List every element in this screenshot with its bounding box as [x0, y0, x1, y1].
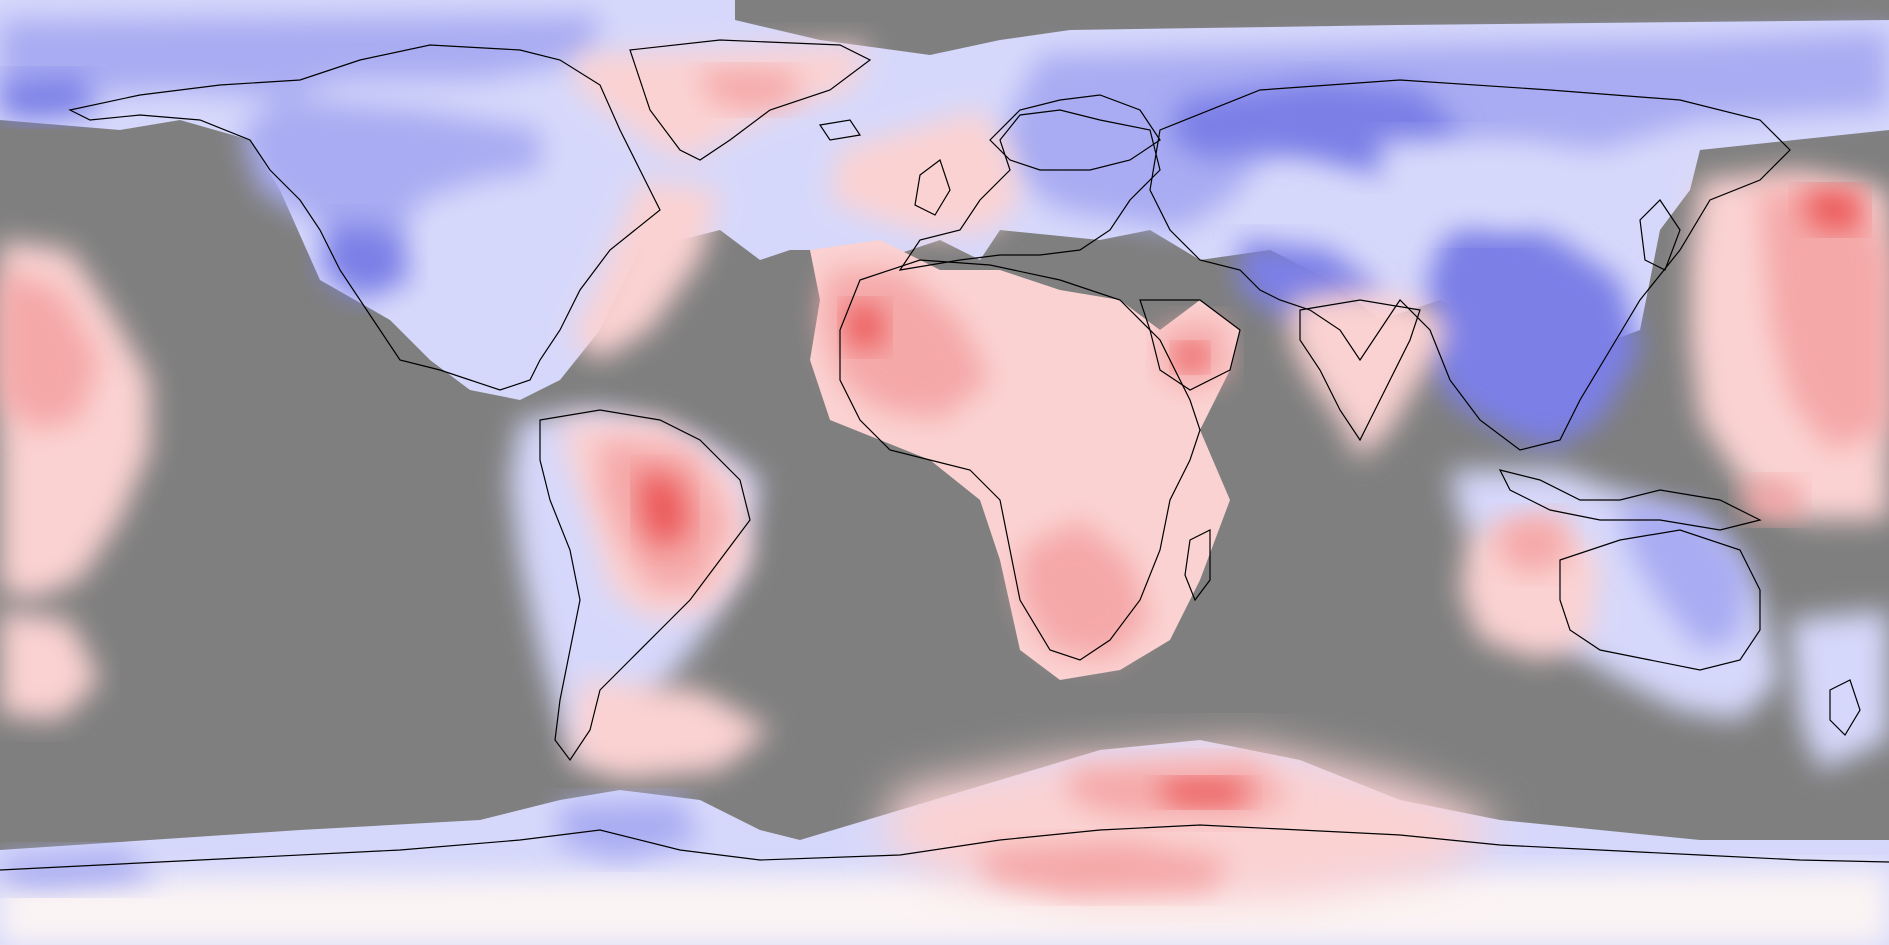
- coast-new-zealand: [1829, 679, 1861, 736]
- coast-iceland: [818, 119, 862, 141]
- coast-british-isles: [914, 159, 951, 216]
- coast-antarctica: [0, 824, 1889, 871]
- eastern-pacific-warm-region: [0, 240, 150, 720]
- indian-ocean-warm-core: [1500, 515, 1570, 575]
- coast-asia: [1149, 79, 1791, 451]
- coast-south-america: [539, 409, 751, 762]
- coastlines: [0, 39, 1889, 871]
- coast-north-america: [68, 44, 661, 391]
- coast-australia: [1559, 529, 1761, 671]
- africa-warm-region: [810, 240, 1240, 680]
- greenland-warm-core: [700, 70, 800, 110]
- coast-arabia: [1139, 299, 1241, 391]
- coast-indonesia: [1498, 469, 1762, 531]
- coast-scandinavia: [989, 94, 1161, 171]
- south-america-warm-region: [510, 410, 770, 780]
- europe-warm-region: [830, 110, 1020, 235]
- coast-madagascar: [1184, 529, 1211, 602]
- new-zealand-cool-region: [1790, 610, 1889, 770]
- india-warm-region: [1290, 290, 1450, 460]
- australia-cool-core: [1620, 500, 1750, 650]
- coast-india: [1299, 299, 1421, 442]
- coast-africa: [839, 259, 1201, 661]
- coast-greenland: [629, 39, 872, 161]
- north-atlantic-warm-region: [570, 180, 720, 360]
- coast-japan: [1639, 199, 1681, 271]
- southern-band-region: [0, 740, 1889, 945]
- coast-europe: [898, 109, 1161, 271]
- northwest-pacific-warm-region: [1690, 170, 1889, 520]
